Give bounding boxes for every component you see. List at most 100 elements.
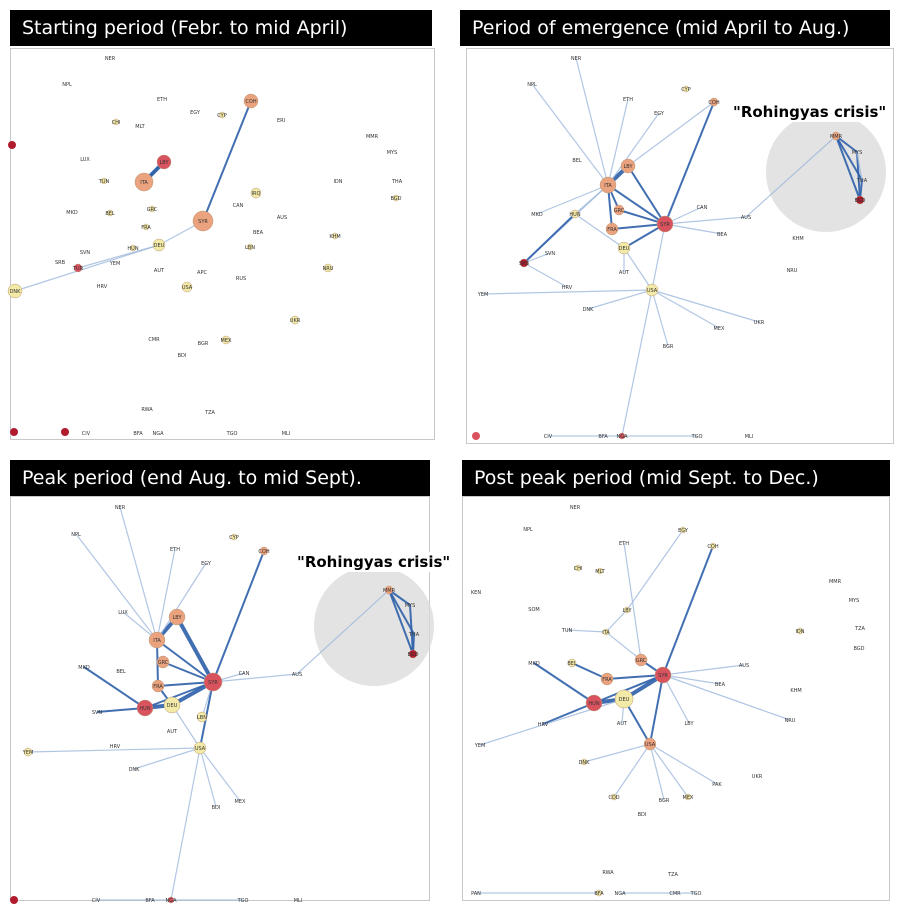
- edge-3-usa-mex: [199, 747, 241, 802]
- rohingya-cluster-peak: [314, 566, 434, 686]
- node-label-1-tun: TUN: [98, 179, 110, 185]
- edge-2-svn-srb: [523, 252, 551, 264]
- node-label-1-nga: NGA: [152, 431, 164, 437]
- node-label-2-bgd: BGD: [854, 198, 865, 204]
- node-label-3-aut: AUT: [167, 729, 178, 735]
- node-label-3-coh: COH: [258, 549, 269, 555]
- node-label-4-mkd: MKD: [528, 661, 540, 667]
- node-label-4-rwa: RWA: [602, 870, 614, 876]
- node-label-3-bgd: BGD: [407, 652, 418, 658]
- node-label-2-civ: CIV: [544, 434, 553, 440]
- node-label-1-eth: ETH: [157, 97, 167, 103]
- edge-2-usa-ukr: [651, 289, 760, 323]
- node-4-grc: [634, 653, 648, 667]
- edge-2-ita-npl: [531, 83, 609, 186]
- node-label-4-bgd: BGD: [853, 646, 864, 652]
- node-label-1-mex: MEX: [221, 338, 232, 344]
- node-label-1-bgr: BGR: [198, 341, 209, 347]
- edge-4-deu-yem: [479, 698, 625, 746]
- node-label-3-aus: AUS: [292, 672, 302, 678]
- node-label-4-npl: NPL: [523, 527, 533, 533]
- edge-2-usa-yem: [482, 289, 653, 295]
- node-label-3-civ: CIV: [92, 898, 101, 904]
- node-4-hun: [585, 694, 603, 712]
- node-label-4-tza2: TZA: [667, 872, 678, 878]
- node-label-1-cmr: CMR: [148, 337, 160, 343]
- node-label-2-lby: LBY: [624, 164, 634, 170]
- node-label-3-lbn: LBN: [197, 715, 207, 721]
- node-1-mex: [221, 335, 231, 345]
- node-label-4-bgr: BGR: [659, 798, 670, 804]
- node-4-idn: [796, 627, 804, 635]
- node-label-1-bdi: BDI: [178, 353, 187, 359]
- node-label-1-rus: RUS: [236, 276, 246, 282]
- edge-4-fra-bel: [571, 662, 608, 680]
- node-1-ukr: [290, 315, 300, 325]
- node-1-usa: [181, 281, 193, 293]
- node-label-4-mys: MYS: [849, 598, 860, 604]
- edge-1-dnk-deu: [14, 244, 160, 292]
- edge-3-mmr-bgd: [388, 589, 414, 655]
- node-label-1-idn: IDN: [333, 179, 342, 185]
- node-1-syr: [192, 210, 214, 232]
- edge-2-mys-tha: [856, 151, 863, 181]
- node-label-2-can: CAN: [697, 205, 708, 211]
- node-label-1-aut: AUT: [154, 268, 165, 274]
- node-label-2-khm: KHM: [792, 236, 803, 242]
- node-2-hun: [570, 209, 580, 219]
- edge-3-mmr-mys: [388, 589, 411, 606]
- edge-node-5: [10, 896, 18, 904]
- edge-4-syr-fra: [606, 674, 664, 680]
- node-2-srb: [519, 258, 529, 268]
- node-label-4-dnk: DNK: [579, 760, 591, 766]
- node-label-2-ukr: UKR: [754, 320, 765, 326]
- node-1-grc: [148, 205, 156, 213]
- node-label-3-mli: MLI: [294, 898, 303, 904]
- node-label-1-civ: CIV: [82, 431, 91, 437]
- node-1-nru: [323, 263, 333, 273]
- edge-4-ita-lby: [605, 609, 628, 633]
- node-1-lbn: [246, 243, 254, 251]
- node-label-1-cyp: CYP: [217, 113, 226, 119]
- edge-3-lby-syr: [175, 616, 215, 683]
- node-label-4-aus: AUS: [739, 663, 749, 669]
- node-1-chi: [112, 118, 120, 126]
- edge-4-syr-nru: [662, 674, 791, 721]
- node-1-hun: [129, 244, 137, 252]
- node-label-4-chi: CHI: [574, 566, 583, 572]
- node-label-3-tgo: TGO: [237, 898, 249, 904]
- node-label-2-npl: NPL: [527, 82, 537, 88]
- node-3-deu: [163, 696, 181, 714]
- edge-2-syr-coh: [664, 101, 715, 225]
- node-2-syr: [656, 215, 674, 233]
- node-label-4-lby2: LBY: [685, 721, 695, 727]
- node-3-coh: [259, 546, 269, 556]
- node-label-3-eth: ETH: [170, 547, 180, 553]
- node-label-3-bfa: BFA: [145, 898, 155, 904]
- node-label-4-lby: LBY: [623, 608, 633, 614]
- edge-4-usa-mex: [649, 743, 689, 798]
- edge-2-syr-fra: [611, 223, 666, 230]
- node-label-1-lbn: LBN: [245, 245, 255, 251]
- node-label-3-yem: YEM: [22, 750, 34, 756]
- panel-title-post-peak: Post peak period (mid Sept. to Dec.): [462, 460, 890, 496]
- node-label-2-dnk: DNK: [583, 307, 595, 313]
- edge-node-4: [472, 432, 480, 440]
- node-2-mmr: [831, 131, 841, 141]
- node-label-2-tgo: TGO: [691, 434, 703, 440]
- edge-2-aus-mmr: [745, 135, 837, 218]
- node-label-1-tha: THA: [391, 179, 403, 185]
- node-label-2-hrv: HRV: [562, 285, 573, 291]
- node-label-1-hrv: HRV: [97, 284, 108, 290]
- edge-3-syr-aus: [212, 673, 298, 683]
- node-label-1-ita: ITA: [140, 180, 148, 186]
- node-label-2-aut: AUT: [619, 270, 630, 276]
- rohingya-callout-peak: "Rohingyas crisis": [294, 552, 454, 572]
- node-3-hun: [136, 699, 154, 717]
- edge-3-hun-mkd: [83, 666, 146, 709]
- node-2-lby: [620, 158, 636, 174]
- node-3-mmr: [384, 585, 394, 595]
- edge-4-hun-mkd: [533, 662, 595, 704]
- edge-4-syr-lby2: [662, 674, 690, 724]
- node-3-syr: [203, 672, 223, 692]
